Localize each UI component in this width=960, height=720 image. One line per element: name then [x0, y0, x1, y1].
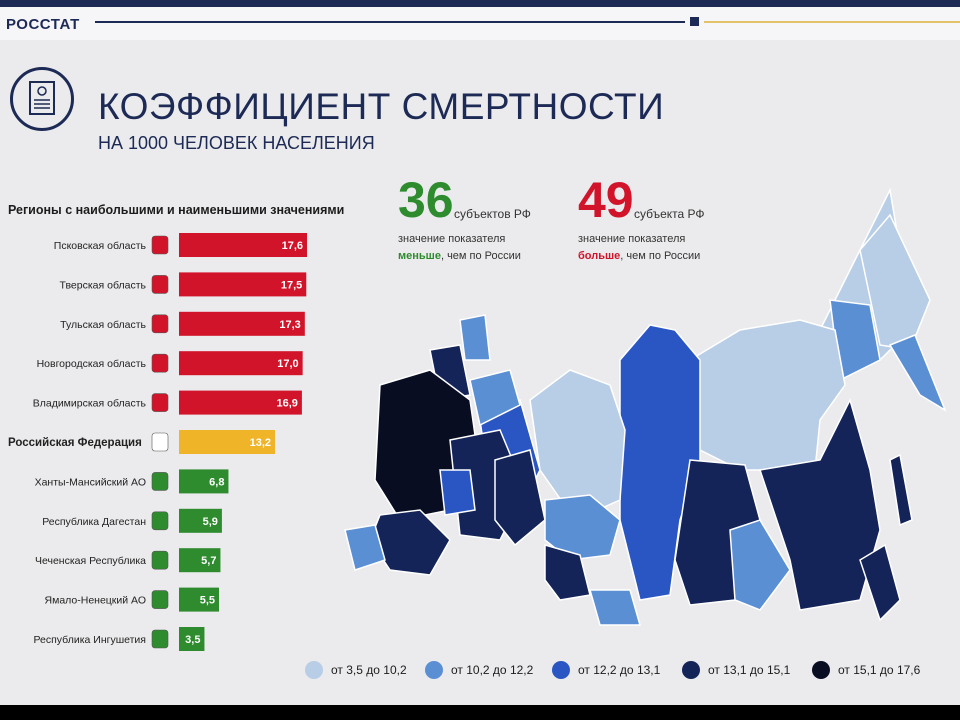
bar-category-label: Новгородская область	[37, 358, 147, 370]
region-emblem-icon	[151, 629, 169, 649]
bar	[179, 351, 303, 376]
region-caucasus	[344, 524, 386, 571]
bar	[179, 430, 275, 454]
bar-category-label: Тверская область	[60, 279, 147, 291]
bar-category-label: Псковская область	[54, 240, 147, 252]
bar-value-label: 16,9	[276, 398, 297, 410]
header-rule-accent	[704, 21, 960, 23]
region-south	[369, 509, 451, 576]
bar-value-label: 17,6	[282, 240, 303, 252]
region-buryatia	[729, 519, 791, 611]
stat-above-emphasis: больше	[578, 250, 621, 262]
legend-swatch	[425, 661, 443, 679]
region-kamchatka	[888, 334, 947, 412]
legend-label: от 12,2 до 13,1	[578, 663, 661, 677]
region-altai	[589, 589, 641, 626]
stat-below-emphasis: меньше	[398, 250, 441, 262]
bar-value-label: 17,3	[279, 319, 300, 331]
document-icon	[10, 67, 74, 131]
russia-map	[344, 187, 947, 626]
bar-category-label: Российская Федерация	[8, 437, 142, 449]
legend-swatch	[682, 661, 700, 679]
region-primorye	[859, 543, 901, 622]
legend-swatch	[812, 661, 830, 679]
region-volga	[439, 469, 476, 516]
legend-swatch	[552, 661, 570, 679]
stat-above-unit: субъекта РФ	[634, 207, 705, 221]
bar	[179, 272, 307, 297]
legend-swatch	[305, 661, 323, 679]
bar-value-label: 3,5	[185, 634, 200, 646]
bar-category-label: Ямало-Ненецкий АО	[45, 595, 146, 607]
stat-above-note: больше, чем по России	[578, 250, 700, 262]
page-subtitle: НА 1000 ЧЕЛОВЕК НАСЕЛЕНИЯ	[98, 133, 375, 153]
region-urals	[494, 449, 546, 547]
header-rule	[95, 21, 685, 23]
region-emblem-icon	[151, 472, 169, 491]
stat-below-russia: 36 субъектов РФ значение показателя мень…	[398, 175, 548, 265]
region-chukotka-east	[859, 213, 931, 351]
stat-above-caption: значение показателя	[578, 233, 686, 245]
region-emblem-icon	[151, 590, 169, 609]
bar-value-label: 17,0	[277, 358, 298, 370]
bar-category-label: Чеченская Республика	[35, 555, 146, 567]
stat-above-rest: , чем по России	[620, 250, 701, 262]
stat-below-caption: значение показателя	[398, 233, 506, 245]
legend-label: от 13,1 до 15,1	[708, 663, 791, 677]
region-emblem-icon	[151, 235, 169, 255]
bar-value-label: 5,5	[200, 595, 215, 607]
region-emblem-icon	[151, 275, 169, 294]
slide: РОССТАТ КОЭФФИЦИЕНТ СМЕРТНОСТИ НА 1000 Ч…	[0, 0, 960, 705]
bar-chart: Псковская область 17,6 Тверская область 17,…	[8, 233, 307, 651]
stat-below-note: меньше, чем по России	[398, 250, 521, 262]
bar-value-label: 5,9	[203, 516, 218, 528]
stat-below-rest: , чем по России	[440, 250, 521, 262]
region-omsk-tomsk	[544, 494, 621, 561]
region-emblem-icon	[151, 314, 169, 334]
bar	[179, 548, 221, 573]
region-emblem-icon	[151, 511, 169, 531]
region-emblem-icon	[151, 393, 169, 412]
legend-label: от 3,5 до 10,2	[331, 663, 407, 677]
region-emblem-icon	[151, 432, 169, 452]
bar	[179, 587, 219, 612]
region-kola	[459, 314, 491, 361]
region-emblem-icon	[151, 353, 169, 373]
bar	[179, 390, 302, 415]
region-amur-khabarovsk	[759, 397, 881, 611]
brand-logo: РОССТАТ	[6, 16, 80, 33]
region-novosibirsk	[544, 544, 591, 601]
bar-value-label: 17,5	[281, 279, 302, 291]
bar-value-label: 5,7	[201, 555, 216, 567]
stat-below-number: 36	[398, 172, 454, 228]
bar-value-label: 13,2	[250, 437, 271, 449]
bar-category-label: Республика Дагестан	[42, 516, 146, 528]
stat-above-russia: 49 субъекта РФ значение показателя больш…	[578, 175, 728, 265]
top-band	[0, 0, 960, 7]
region-arkhangelsk	[469, 369, 521, 427]
bar-value-label: 6,8	[209, 476, 224, 488]
bar-category-label: Тульская область	[60, 319, 146, 331]
bar	[179, 627, 205, 651]
bar-category-label: Владимирская область	[33, 398, 147, 410]
region-yakutia	[689, 319, 846, 471]
stat-below-unit: субъектов РФ	[454, 207, 531, 221]
bar	[179, 469, 229, 494]
bar-category-label: Республика Ингушетия	[33, 634, 146, 646]
header-rule-marker	[690, 17, 699, 26]
region-tyumen-yamal	[529, 369, 626, 521]
page-title: КОЭФФИЦИЕНТ СМЕРТНОСТИ	[98, 86, 665, 127]
legend-label: от 15,1 до 17,6	[838, 663, 921, 677]
header-bar	[0, 7, 960, 40]
map-legend: от 3,5 до 10,2 от 10,2 до 12,2 от 12,2 д…	[305, 660, 945, 682]
bar-category-label: Ханты-Мансийский АО	[35, 476, 146, 488]
region-emblem-icon	[151, 550, 169, 570]
bar	[179, 508, 222, 533]
region-sakhalin	[889, 453, 913, 527]
bar	[179, 311, 305, 336]
legend-label: от 10,2 до 12,2	[451, 663, 534, 677]
bar	[179, 233, 307, 257]
chart-title: Регионы с наибольшими и наименьшими знач…	[8, 203, 345, 217]
stat-above-number: 49	[578, 172, 634, 228]
